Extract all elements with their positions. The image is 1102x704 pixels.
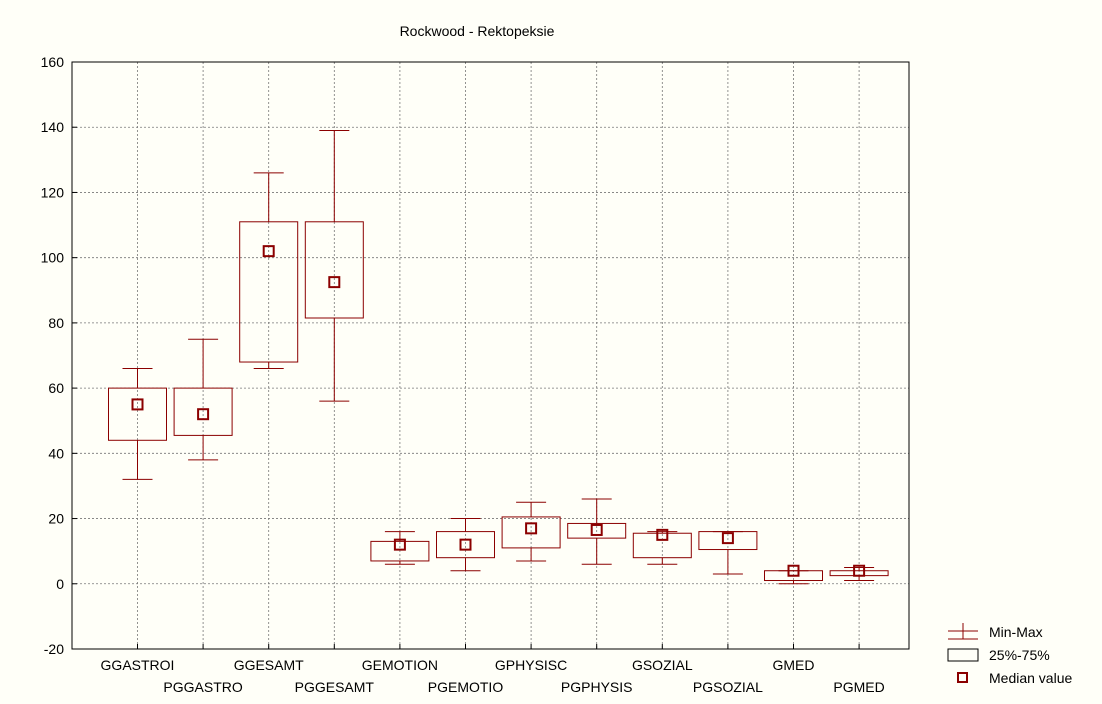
x-tick-label: GSOZIAL [632,657,693,673]
legend-box-item: 25%-75% [947,647,1050,663]
x-tick-label: PGMED [833,679,884,695]
y-tick-label: 140 [41,119,65,135]
y-tick-label: 0 [56,576,64,592]
iqr-box [632,532,692,559]
y-tick-label: 100 [41,250,65,266]
box-pgemotio [436,518,495,572]
x-tick-label: GGESAMT [234,657,304,673]
iqr-box [764,570,823,582]
y-axis: -20 0 20 40 60 80 100 120 140 160 [41,54,77,657]
legend-median-item: Median value [957,670,1072,686]
median-marker [853,564,866,577]
box-gsozial [632,528,692,565]
iqr-box [173,387,233,436]
x-tick-label: PGPHYSIS [561,679,633,695]
x-tick-label: PGGESAMT [295,679,375,695]
box-gemotion [370,531,430,565]
x-tick-label: GPHYSISC [495,657,567,673]
iqr-box [501,516,561,549]
boxes [108,129,889,585]
x-tick-label: PGSOZIAL [693,679,763,695]
iqr-box [698,531,758,551]
box-pggesamt [304,129,364,402]
x-tick-label: GMED [773,657,815,673]
box-gphysisc [501,501,561,562]
legend-minmax-label: Min-Max [989,624,1043,640]
y-tick-label: 40 [48,445,64,461]
median-marker [328,276,341,289]
x-tick-label: PGEMOTIO [428,679,504,695]
iqr-box [239,221,299,363]
y-tick-label: 20 [48,511,64,527]
box-pgsozial [698,531,758,575]
box-pgphysis [567,498,627,565]
median-marker [393,538,406,551]
box-ggastroi [108,368,167,480]
iqr-box [370,540,430,562]
median-marker [459,538,472,551]
chart-title: Rockwood - Rektopeksie [400,23,555,39]
grid [72,61,909,650]
y-tick-label: 160 [41,54,65,70]
x-tick-label: PGGASTRO [163,679,242,695]
median-marker [787,564,800,577]
y-tick-label: -20 [44,641,64,657]
legend-box-label: 25%-75% [989,647,1050,663]
box-gmed [764,564,823,585]
x-tick-label: GGASTROI [101,657,175,673]
iqr-box [304,221,364,319]
y-tick-label: 120 [41,184,65,200]
iqr-box [567,522,627,539]
y-tick-label: 80 [48,315,64,331]
median-marker [656,528,669,541]
median-marker [590,523,603,536]
median-marker [262,245,275,258]
plot-frame [71,61,910,650]
box-ggesamt [239,172,299,370]
legend-median-symbol [957,672,968,683]
x-axis: GGASTROI PGGASTRO GGESAMT PGGESAMT GEMOTION P… [101,644,885,695]
legend-median-label: Median value [989,670,1072,686]
median-marker [131,398,144,411]
legend-minmax-item: Min-Max [948,623,1043,640]
median-marker [525,522,538,535]
legend: Min-Max 25%-75% Median value [947,623,1072,686]
y-tick-label: 60 [48,380,64,396]
box-pggastro [173,338,233,461]
box-pgmed [829,564,889,582]
iqr-box [436,531,495,559]
median-marker [721,532,734,545]
median-marker [197,408,210,421]
legend-box-symbol [947,648,979,662]
x-tick-label: GEMOTION [362,657,438,673]
iqr-box [108,387,167,441]
